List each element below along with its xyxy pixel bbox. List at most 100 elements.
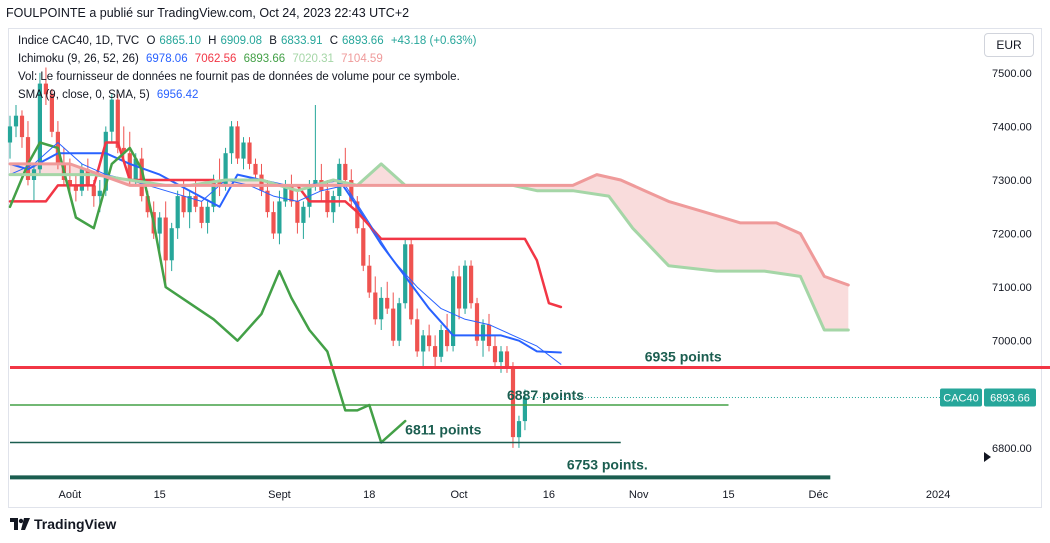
legend-ichimoku-label: Ichimoku (9, 26, 52, 26) [18,53,139,65]
candle-body [492,346,498,363]
candle-body [427,335,432,347]
candle-body [253,163,258,175]
tradingview-logo-icon [10,518,30,530]
y-tick-label: 7300.00 [992,175,1032,187]
candle-body [361,228,366,266]
last-price-tag [984,388,1036,407]
candle-body [211,180,216,207]
candle-body [103,131,108,191]
x-tick-label: 18 [363,489,375,501]
candle-body [91,185,96,197]
candle-body [229,126,234,154]
candle-body [283,185,288,202]
candle-body [85,169,90,186]
candle-body [259,174,264,191]
currency-label: EUR [996,38,1022,52]
legend-ichimoku-chikou: 6893.66 [243,53,286,65]
level-annotation: 6887 points [507,387,584,403]
legend-sma-label: SMA (9, close, 0, SMA, 5) [18,89,150,101]
candle-body [445,330,450,347]
candle-body [498,351,504,363]
last-price-tag-label: 6893.66 [990,393,1030,405]
legend-ichimoku-tenkan: 6978.06 [146,53,188,65]
candle-body [199,206,204,223]
legend-symbol-row: Indice CAC40, 1D, TVC O 6865.10 H 6909.08 … [18,35,480,47]
candle-body [139,158,144,197]
candle-body [421,335,426,352]
scroll-right-icon[interactable] [984,452,991,462]
candle-body [133,158,138,180]
symbol-tag-label: CAC40 [943,393,978,405]
candle-body [469,265,474,304]
candle-body [457,276,462,309]
candle-body [504,351,510,368]
candle-body [19,115,25,138]
candle-body [157,217,162,234]
series-sma-line [9,142,562,365]
candle-body [13,115,19,127]
candle-body [235,126,240,159]
level-annotation: 6753 points. [567,456,648,472]
level-annotation: 6935 points [645,349,722,365]
currency-button[interactable]: EUR [984,33,1034,57]
candle-body [193,196,198,207]
candle-body [205,206,210,223]
candle-body [301,206,306,223]
legend-volume-text: Vol: Le fournisseur de données ne fourni… [18,71,460,83]
candle-body [241,142,246,159]
candle-body [415,319,420,352]
candle-body [313,180,318,186]
candle-body [67,180,72,186]
candle-body [349,180,354,202]
x-tick-label: 15 [722,489,734,501]
candle-body [385,297,390,309]
legend-ichimoku-span-a: 7020.31 [292,53,334,65]
candle-body [145,196,150,213]
candle-body [439,330,444,357]
x-tick-label: Nov [629,489,649,501]
candle-body [265,190,270,213]
candle-body [331,196,336,213]
legend-high-value: 6909.08 [220,35,263,47]
candle-body [109,99,114,132]
candle-body [510,367,516,438]
candle-body [217,180,222,186]
legend-change-value: +43.18 (+0.63%) [390,35,477,47]
ichimoku-cloud [10,163,849,330]
y-tick-label: 7200.00 [992,229,1032,241]
y-tick-label: 7000.00 [992,336,1032,348]
legend-close-value: 6893.66 [342,35,384,47]
candle-body [480,324,486,341]
legend-ichimoku-kijun: 7062.56 [194,53,237,65]
candle-body [367,265,372,293]
candle-body [25,137,31,180]
legend-volume-row: Vol: Le fournisseur de données ne fourni… [18,71,464,83]
y-tick-label: 6800.00 [992,443,1032,455]
candle-body [127,153,132,180]
candle-body [391,308,396,341]
legend-sma-row: SMA (9, close, 0, SMA, 5) 6956.42 [18,89,202,101]
candle-body [73,185,78,191]
candle-body [373,292,378,320]
y-tick-label: 7100.00 [992,282,1032,294]
candle-body [115,99,120,148]
level-annotation: 6811 points [405,422,481,438]
candle-body [277,201,282,234]
legend-open-value: 6865.10 [159,35,201,47]
legend-low-value: 6833.91 [280,35,323,47]
candle-body [397,303,402,341]
candle-body [247,142,252,164]
y-tick-label: 7500.00 [992,68,1032,80]
candle-body [181,196,186,213]
x-tick-label: Août [59,489,82,501]
candle-body [522,397,527,422]
series-chikou-line [8,141,407,444]
candle-body [169,228,174,261]
candle-body [271,212,276,234]
candle-body [463,265,468,309]
candle-body [223,153,228,186]
candle-body [7,126,13,143]
legend-ohlc-b-label: B [269,35,277,47]
x-tick-label: Oct [451,489,468,501]
